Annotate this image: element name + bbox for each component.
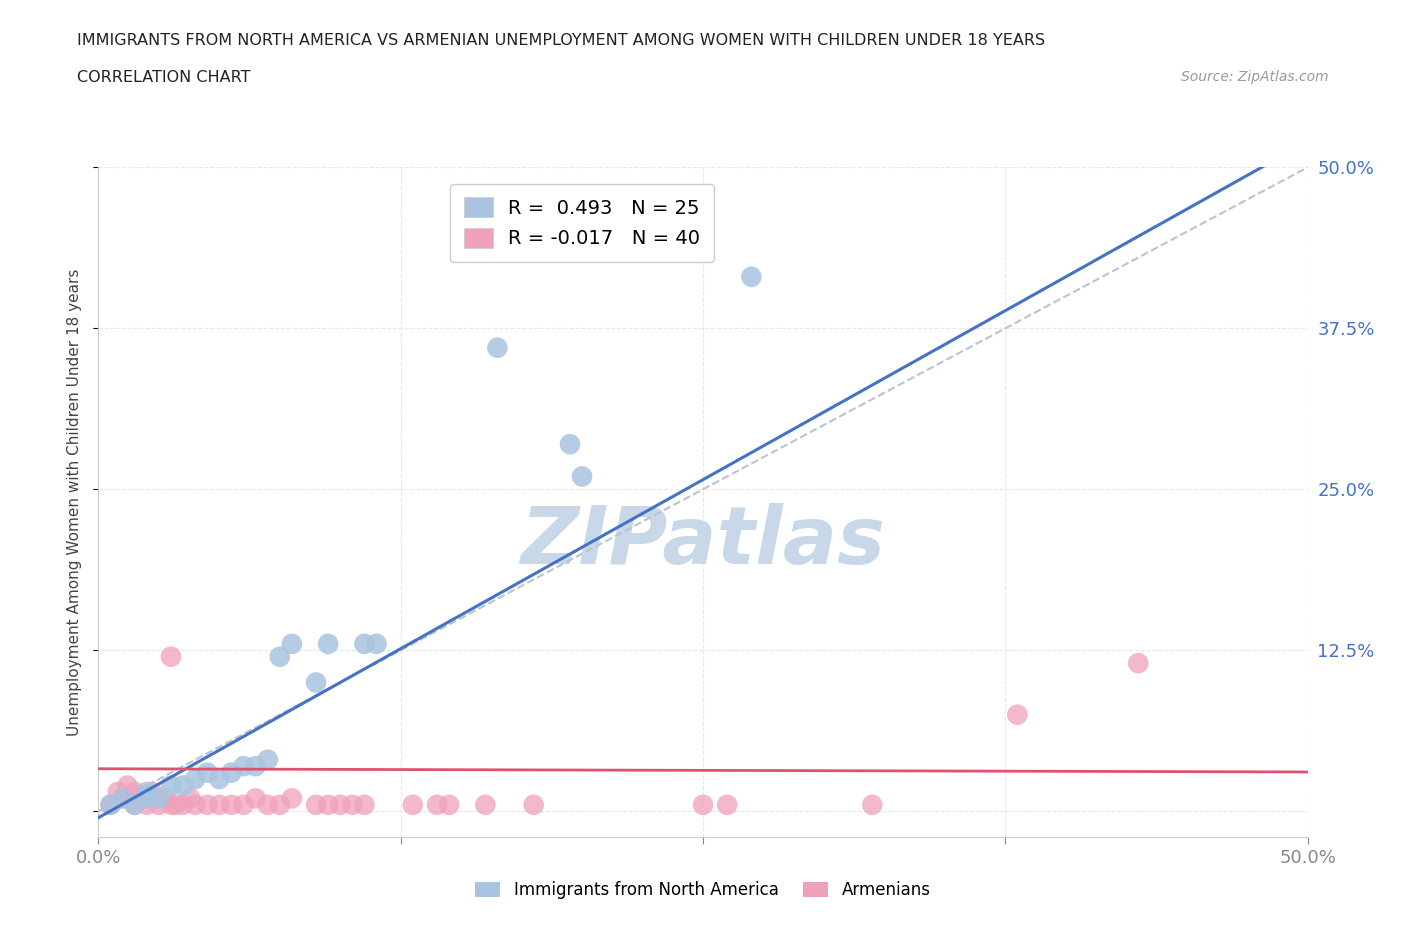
- Point: [232, 797, 254, 812]
- Point: [160, 649, 183, 664]
- Point: [1007, 707, 1029, 722]
- Point: [305, 797, 328, 812]
- Point: [117, 778, 139, 793]
- Point: [232, 759, 254, 774]
- Point: [1128, 656, 1150, 671]
- Point: [100, 797, 122, 812]
- Point: [342, 797, 364, 812]
- Point: [571, 469, 593, 484]
- Text: Source: ZipAtlas.com: Source: ZipAtlas.com: [1181, 70, 1329, 84]
- Point: [366, 636, 388, 651]
- Point: [221, 797, 243, 812]
- Point: [195, 797, 218, 812]
- Point: [107, 785, 129, 800]
- Point: [486, 340, 509, 355]
- Point: [474, 797, 496, 812]
- Text: ZIPatlas: ZIPatlas: [520, 503, 886, 581]
- Point: [740, 270, 762, 285]
- Y-axis label: Unemployment Among Women with Children Under 18 years: Unemployment Among Women with Children U…: [67, 269, 83, 736]
- Point: [160, 797, 183, 812]
- Point: [269, 649, 291, 664]
- Point: [353, 797, 375, 812]
- Point: [281, 636, 304, 651]
- Point: [148, 790, 170, 805]
- Point: [111, 790, 134, 805]
- Point: [281, 790, 304, 805]
- Point: [155, 790, 177, 805]
- Point: [172, 778, 194, 793]
- Point: [245, 759, 267, 774]
- Point: [135, 790, 157, 805]
- Point: [131, 790, 153, 805]
- Point: [860, 797, 883, 812]
- Point: [100, 797, 122, 812]
- Point: [256, 797, 278, 812]
- Point: [353, 636, 375, 651]
- Point: [184, 797, 207, 812]
- Point: [221, 765, 243, 780]
- Point: [523, 797, 546, 812]
- Point: [329, 797, 352, 812]
- Point: [184, 772, 207, 787]
- Point: [160, 778, 183, 793]
- Point: [135, 797, 157, 812]
- Point: [692, 797, 714, 812]
- Point: [208, 797, 231, 812]
- Point: [208, 772, 231, 787]
- Point: [124, 797, 146, 812]
- Point: [124, 797, 146, 812]
- Point: [148, 797, 170, 812]
- Text: IMMIGRANTS FROM NORTH AMERICA VS ARMENIAN UNEMPLOYMENT AMONG WOMEN WITH CHILDREN: IMMIGRANTS FROM NORTH AMERICA VS ARMENIA…: [77, 33, 1046, 47]
- Point: [195, 765, 218, 780]
- Point: [141, 785, 163, 800]
- Point: [316, 797, 339, 812]
- Point: [165, 797, 187, 812]
- Text: CORRELATION CHART: CORRELATION CHART: [77, 70, 250, 85]
- Point: [402, 797, 425, 812]
- Point: [245, 790, 267, 805]
- Point: [256, 752, 278, 767]
- Point: [124, 785, 146, 800]
- Point: [305, 675, 328, 690]
- Point: [716, 797, 738, 812]
- Point: [558, 437, 581, 452]
- Point: [111, 790, 134, 805]
- Point: [426, 797, 449, 812]
- Point: [172, 797, 194, 812]
- Point: [437, 797, 460, 812]
- Legend: R =  0.493   N = 25, R = -0.017   N = 40: R = 0.493 N = 25, R = -0.017 N = 40: [450, 184, 714, 262]
- Point: [316, 636, 339, 651]
- Legend: Immigrants from North America, Armenians: Immigrants from North America, Armenians: [467, 873, 939, 908]
- Point: [179, 790, 201, 805]
- Point: [135, 785, 157, 800]
- Point: [269, 797, 291, 812]
